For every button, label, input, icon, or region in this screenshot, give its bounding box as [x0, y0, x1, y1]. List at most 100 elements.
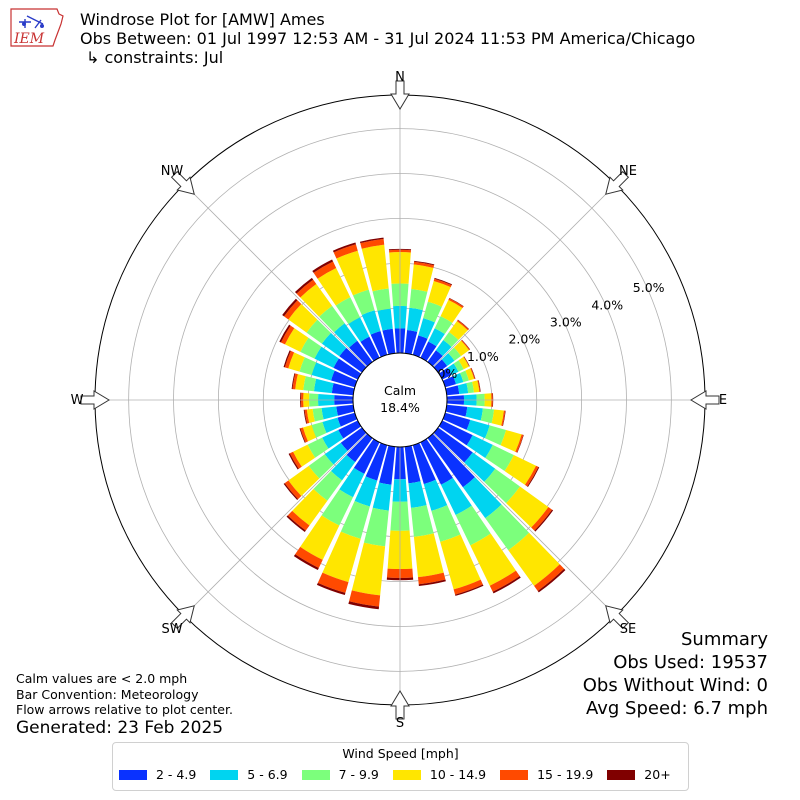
windrose-bar-segment: [379, 445, 396, 485]
windrose-bar-segment: [340, 500, 370, 539]
windrose-bar-segment: [534, 564, 565, 591]
windrose-bar-segment: [461, 339, 471, 350]
legend-label: 10 - 14.9: [429, 767, 487, 782]
windrose-bar-segment: [453, 579, 483, 595]
windrose-bar-segment: [295, 546, 323, 568]
windrose-bar-segment: [433, 427, 473, 463]
compass-labels: N NE E SE S SW W NW: [71, 70, 728, 731]
generated-date: Generated: 23 Feb 2025: [16, 718, 224, 738]
windrose-bar-segment: [360, 238, 385, 249]
windrose-bar-segment: [478, 380, 481, 392]
windrose-bar-segment: [420, 438, 453, 485]
direction-spoke: [432, 184, 616, 368]
flow-arrow-shape: [390, 690, 410, 720]
windrose-bar-segment: [317, 572, 349, 593]
windrose-bar-segment: [296, 279, 317, 298]
windrose-bar-segment: [463, 356, 470, 367]
legend-item: 15 - 19.9: [500, 767, 593, 782]
calm-value: 18.4%: [380, 400, 420, 415]
windrose-bar-segment: [300, 337, 322, 359]
windrose-bar-segment: [442, 412, 471, 430]
legend-swatch: [607, 769, 636, 780]
windrose-bar-segment: [417, 572, 446, 585]
windrose-bar-segment: [491, 409, 504, 426]
windrose-bar-segment: [408, 481, 427, 508]
summary-panel: Summary Obs Used: 19537 Obs Without Wind…: [583, 628, 768, 720]
windrose-bar-segment: [508, 532, 560, 586]
windrose-bar-segment: [485, 425, 507, 446]
flow-arrow-shape: [170, 170, 195, 195]
legend-label: 15 - 19.9: [537, 767, 594, 782]
windrose-bar-segment: [440, 534, 481, 590]
summary-obs-without-wind: Obs Without Wind: 0: [582, 675, 768, 696]
windrose-bar-segment: [447, 363, 459, 376]
windrose-bar-segment: [322, 417, 341, 434]
summary-avg-speed: Avg Speed: 6.7 mph: [586, 698, 768, 719]
windrose-bar-segment: [455, 584, 484, 596]
windrose-bar-segment: [435, 340, 452, 357]
windrose-bar-segment: [423, 479, 448, 511]
windrose-bar-segment: [438, 420, 473, 446]
direction-spoke: [432, 432, 616, 616]
radial-tick-label: 3.0%: [550, 315, 582, 330]
windrose-bar-segment: [307, 437, 329, 458]
windrose-bar-segment: [287, 510, 310, 531]
windrose-bar-segment: [284, 300, 302, 320]
windrose-bar-segment: [434, 277, 453, 286]
windrose-bar-segment: [284, 350, 295, 369]
windrose-bar-segment: [352, 289, 375, 315]
windrose-bar-segment: [412, 335, 428, 358]
windrose-bar-segment: [461, 340, 470, 351]
flow-arrow-shape: [690, 390, 720, 410]
compass-se: SE: [620, 622, 636, 637]
windrose-bar-segment: [502, 410, 506, 427]
flow-arrow: [80, 390, 110, 410]
windrose-bar-segment: [314, 346, 339, 368]
windrose-bar-segment: [448, 347, 462, 361]
windrose-bar-segment: [433, 278, 452, 288]
windrose-bar-segment: [321, 406, 338, 420]
windrose-bar-segment: [377, 308, 393, 331]
legend-item: 10 - 14.9: [392, 767, 487, 782]
windrose-bar-segment: [308, 454, 334, 479]
windrose-bar-segment: [340, 427, 367, 451]
windrose-bar-segment: [351, 542, 386, 596]
legend-swatch: [500, 769, 529, 780]
windrose-bar-segment: [477, 380, 481, 392]
windrose-bar-segment: [465, 406, 483, 421]
windrose-bar-segment: [423, 301, 442, 323]
windrose-bar-segment: [515, 434, 524, 453]
windrose-bar-segment: [524, 465, 539, 487]
windrose-bar-segment: [311, 362, 335, 381]
windrose-bar-segment: [466, 381, 474, 394]
compass-nw: NW: [161, 164, 184, 179]
radial-tick-label: 4.0%: [591, 297, 623, 312]
legend-swatch: [392, 769, 421, 780]
flow-arrow: [390, 690, 410, 720]
windrose-bar-segment: [282, 298, 298, 317]
windrose-bar-segment: [466, 419, 490, 439]
windrose-bar-segment: [336, 404, 355, 416]
compass-sw: SW: [161, 622, 182, 637]
windrose-bar-segment: [322, 531, 361, 583]
windrose-bar-segment: [280, 325, 295, 345]
flow-arrow: [605, 605, 630, 630]
windrose-bar-segment: [407, 307, 423, 332]
windrose-bar-segment: [449, 321, 468, 340]
windrose-bar-segment: [288, 304, 318, 333]
windrose-bar-segment: [506, 486, 549, 528]
flow-arrow: [390, 80, 410, 110]
flow-arrow-shape: [80, 390, 110, 410]
windrose-bar-segment: [441, 353, 455, 366]
windrose-bar-segment: [411, 264, 434, 292]
windrose-bar-segment: [291, 373, 296, 390]
windrose-bar-segment: [313, 471, 343, 501]
windrose-bar-segment: [316, 582, 346, 596]
legend-item: 7 - 9.9: [301, 767, 379, 782]
direction-spokes: [95, 95, 705, 705]
chart-subtitle: Obs Between: 01 Jul 1997 12:53 AM - 31 J…: [80, 29, 696, 48]
radial-tick-label: 1.0%: [467, 349, 499, 364]
radial-tick-label: 2.0%: [508, 332, 540, 347]
flow-arrows: [80, 80, 720, 720]
